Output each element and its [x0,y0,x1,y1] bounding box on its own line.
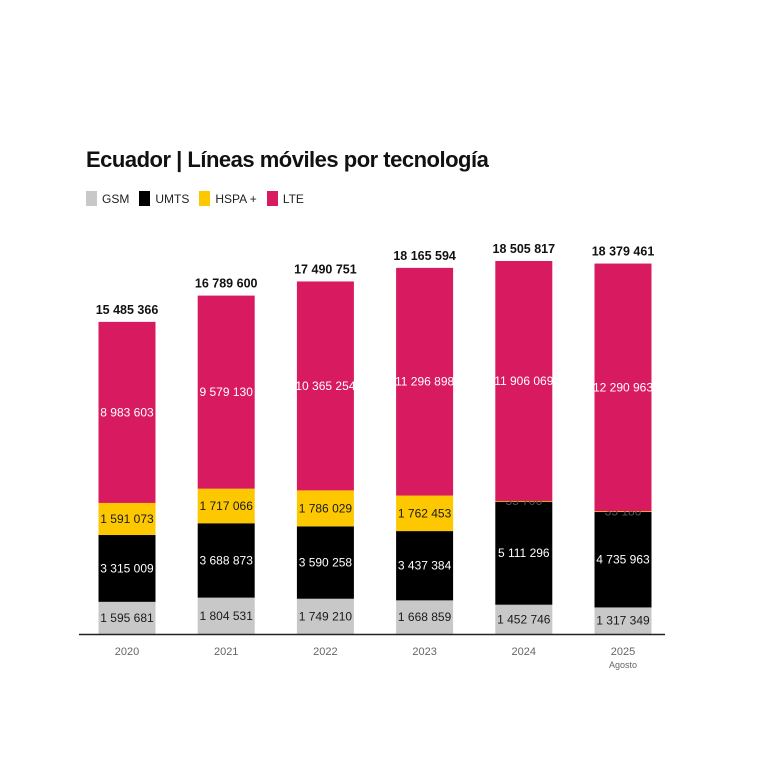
x-tick-label: 2022 [313,646,337,658]
bar-segment-gsm [594,607,652,634]
data-label: 11 296 898 [395,375,454,389]
bar-segment-lte [495,261,553,501]
data-label: 1 591 073 [100,512,154,526]
bar-segment-umts [296,526,354,599]
data-label: 1 595 681 [100,611,154,625]
data-label: 5 111 296 [498,546,550,560]
data-label: 3 315 009 [100,561,154,575]
legend-label: LTE [282,191,304,206]
legend-item: GSM [86,191,129,206]
bar-segment-gsm [396,600,454,634]
legend-swatch [199,191,211,206]
bar-segment-hspa [594,511,652,512]
bar-segment-lte [396,267,454,496]
total-label: 17 490 751 [294,262,357,276]
legend-swatch [86,191,97,206]
bar-segment-gsm [98,601,156,634]
legend-swatch [266,191,278,206]
legend-item: LTE [266,191,304,206]
total-label: 18 379 461 [592,245,655,259]
bar-segment-hspa [98,502,156,536]
data-label: 3 688 873 [200,553,254,567]
legend-swatch [139,191,151,206]
data-label: 1 804 531 [200,609,254,623]
bar-segment-gsm [296,598,354,634]
legend-item: HSPA + [199,191,257,206]
data-label: 3 590 258 [299,556,353,570]
bar-segment-lte [296,281,354,491]
data-label: 1 749 210 [299,609,353,623]
total-label: 15 485 366 [96,303,159,317]
bar-segment-umts [594,511,652,608]
bar-segment-umts [495,501,553,605]
bar-segment-umts [396,531,454,601]
data-label: 12 290 963 [593,380,653,394]
x-tick-label: 2023 [412,646,436,658]
x-tick-sublabel: Agosto [609,660,637,670]
data-label: 11 906 069 [494,374,553,388]
data-label: 1 668 859 [398,610,452,624]
bar-segment-lte [98,321,156,503]
bar-segment-hspa [296,490,354,527]
data-label: 4 735 963 [596,553,650,567]
data-label: 3 437 384 [398,559,452,573]
bar-segment-umts [197,523,255,598]
legend-label: GSM [102,191,130,206]
bar-segment-hspa [197,488,255,524]
bar-segment-gsm [197,597,255,634]
data-label: 1 762 453 [398,506,452,520]
legend: GSM UMTS HSPA + LTE [86,191,304,206]
bar-segment-lte [197,295,255,489]
data-label: 8 983 603 [100,405,154,419]
x-tick-label: 2021 [214,646,238,658]
data-label: 10 365 254 [295,379,355,393]
data-label: 1 717 066 [200,499,254,513]
x-tick-label: 2024 [512,646,536,658]
bar-segment-hspa [495,500,553,502]
legend-item: UMTS [139,191,189,206]
bar-segment-gsm [495,604,553,634]
chart-title: Ecuador | Líneas móviles por tecnología [86,147,489,172]
data-label: 1 786 029 [299,501,353,515]
data-label: 9 579 130 [200,385,254,399]
x-tick-label: 2020 [115,646,139,658]
bar-segment-lte [594,263,652,512]
legend-label: UMTS [155,191,190,206]
bar-segment-hspa [396,495,454,532]
total-label: 16 789 600 [195,277,258,291]
total-label: 18 505 817 [493,242,556,256]
total-label: 18 165 594 [393,249,456,263]
legend-label: HSPA + [215,191,257,206]
data-label: 1 317 349 [596,614,650,628]
data-label: 1 452 746 [497,612,551,626]
x-tick-label: 2025 [611,646,635,658]
bar-segment-umts [98,535,156,602]
